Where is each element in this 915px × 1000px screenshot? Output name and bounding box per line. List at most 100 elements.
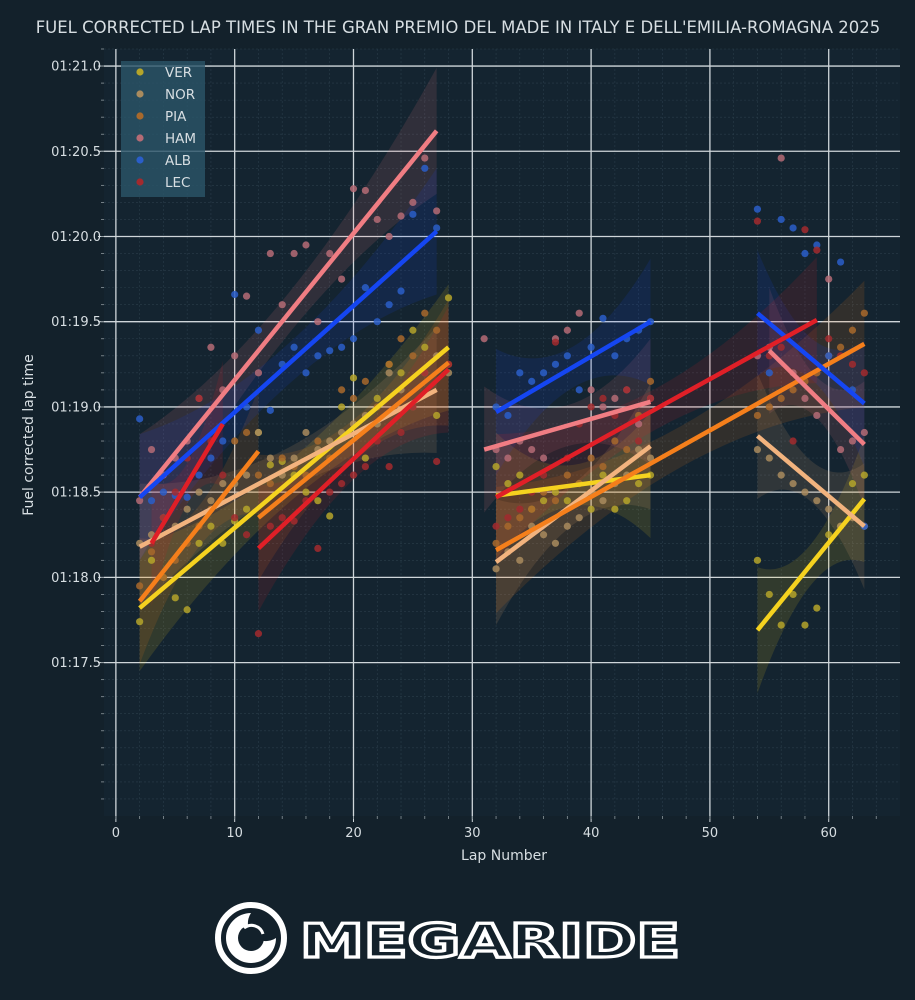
ham-point <box>136 497 144 505</box>
lec-point <box>623 386 631 394</box>
nor-point <box>207 497 215 505</box>
ver-point <box>136 618 144 626</box>
ham-point <box>421 154 429 162</box>
alb-point <box>765 369 773 377</box>
ham-point <box>242 292 251 300</box>
lec-point <box>777 343 785 351</box>
ver-fit-line <box>138 345 450 610</box>
alb-point <box>219 437 227 445</box>
y-tick-label: 01:18.5 <box>51 486 101 501</box>
alb-point <box>147 497 156 505</box>
ver-point <box>444 294 453 302</box>
alb-point <box>825 352 833 360</box>
plot-background <box>104 49 900 816</box>
ver-point <box>195 539 203 547</box>
fit-lines <box>137 129 867 632</box>
pia-point <box>753 411 762 420</box>
pia-point <box>777 394 785 403</box>
ham-point <box>385 232 393 241</box>
ver-point <box>611 505 619 513</box>
ver-point <box>860 471 868 479</box>
alb-point <box>136 415 144 423</box>
ham-point <box>599 403 607 411</box>
ham-point <box>860 428 868 437</box>
lec-point <box>397 428 405 437</box>
pia-point <box>361 377 369 385</box>
ham-point <box>373 215 381 224</box>
ham-point <box>254 369 263 377</box>
x-tick-label: 50 <box>702 826 719 841</box>
ham-point <box>433 207 441 215</box>
ver-point <box>539 497 548 505</box>
alb-point <box>813 241 821 249</box>
alb-point <box>338 343 346 351</box>
lec-fit-line <box>494 318 818 500</box>
alb-point <box>231 290 239 299</box>
alb-point <box>302 369 310 377</box>
pia-point <box>623 445 631 454</box>
alb-fit-line <box>494 319 652 414</box>
x-axis-label: Lap Number <box>461 848 547 864</box>
ham-point <box>409 198 417 206</box>
pia-point <box>836 343 845 351</box>
ver-point <box>421 343 429 351</box>
pia-point <box>266 480 274 488</box>
ver-point <box>373 394 381 403</box>
ham-fit-line <box>137 129 439 499</box>
pia-point <box>231 437 239 445</box>
ver-legend-marker <box>136 68 144 76</box>
y-axis-label: Fuel corrected lap time <box>21 354 37 516</box>
nor-point <box>646 454 655 462</box>
pia-point <box>504 522 512 530</box>
ham-fit-line <box>483 399 652 452</box>
nor-point <box>551 539 560 547</box>
ham-point <box>813 411 821 420</box>
pia-legend-marker <box>136 112 144 120</box>
nor-point <box>183 505 191 513</box>
pia-point <box>611 437 619 445</box>
megaride-logo-mark <box>215 902 287 974</box>
pia-point <box>136 582 144 590</box>
alb-point <box>183 493 191 501</box>
ver-legend-label: VER <box>165 65 192 81</box>
y-axis-ticks: 01:17.5 01:18.0 01:18.5 01:19.0 01:19.5 01:20… <box>51 48 104 800</box>
ham-point <box>231 352 239 360</box>
nor-point <box>599 497 607 505</box>
x-tick-label: 40 <box>583 826 600 841</box>
ham-point <box>326 249 334 258</box>
alb-fit-line <box>755 311 866 406</box>
lec-point <box>278 514 286 522</box>
lec-point <box>326 488 334 496</box>
lec-point <box>848 360 857 368</box>
nor-point <box>539 531 548 539</box>
lec-point <box>195 394 203 403</box>
ham-point <box>504 454 512 462</box>
pia-point <box>242 428 251 437</box>
x-axis-ticks: 0 10 20 30 40 50 60 <box>112 816 877 841</box>
nor-point <box>813 497 821 505</box>
nor-point <box>563 522 571 530</box>
lec-point <box>635 437 643 445</box>
lec-point <box>825 335 833 343</box>
ham-point <box>480 335 488 343</box>
alb-point <box>789 224 797 232</box>
ham-point <box>611 394 619 403</box>
ham-point <box>801 394 809 403</box>
ver-point <box>825 531 833 539</box>
pia-point <box>551 497 560 505</box>
ver-point <box>397 369 405 377</box>
lec-point <box>801 226 809 234</box>
ver-point <box>266 461 274 469</box>
megaride-wordmark: MEGARIDE <box>300 914 680 968</box>
alb-point <box>207 454 215 462</box>
lec-legend-marker <box>136 178 144 186</box>
ver-point <box>599 471 607 479</box>
lec-fit-line <box>256 367 451 551</box>
lec-point <box>171 488 179 496</box>
ham-point <box>361 186 369 195</box>
plot-area <box>104 48 900 816</box>
lec-point <box>599 394 607 403</box>
x-tick-label: 20 <box>345 826 362 841</box>
lec-point <box>266 522 274 530</box>
ham-fit-line <box>767 349 866 447</box>
